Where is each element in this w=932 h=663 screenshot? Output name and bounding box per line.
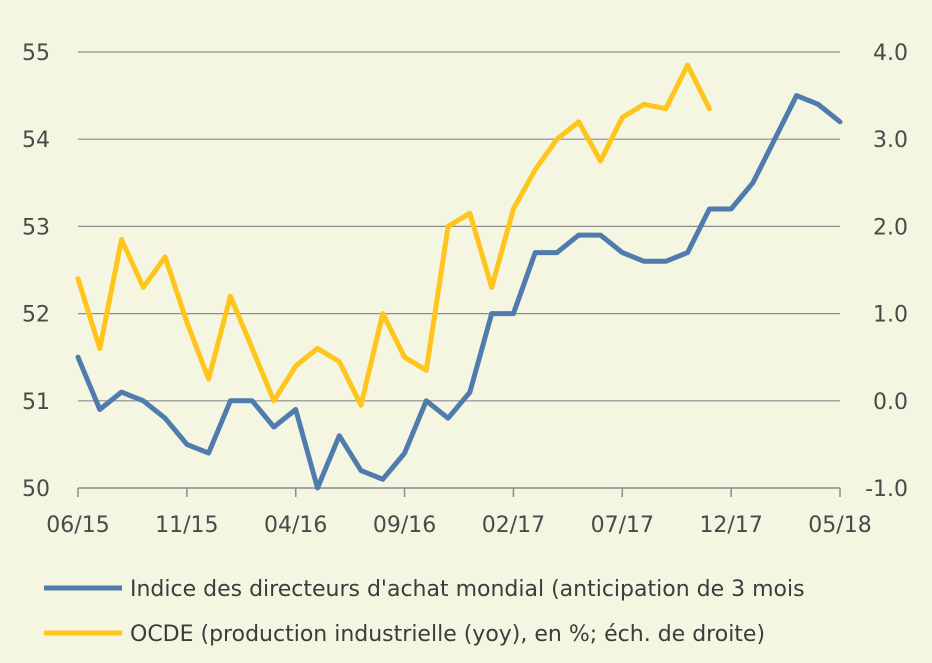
legend-label-pmi: Indice des directeurs d'achat mondial (a…	[130, 577, 805, 602]
grid-lines	[78, 51, 840, 402]
x-tick-label: 06/15	[46, 513, 109, 538]
left-tick-label: 53	[22, 215, 50, 240]
right-tick-label: 3.0	[873, 128, 908, 153]
right-tick-label: 1.0	[873, 303, 908, 328]
left-tick-label: 51	[22, 390, 50, 415]
series-lines	[75, 62, 843, 491]
x-tick-label: 02/17	[482, 513, 545, 538]
x-axis	[77, 487, 841, 497]
left-tick-label: 50	[22, 477, 50, 502]
right-tick-label: 2.0	[873, 215, 908, 240]
series-line-ocde	[75, 62, 712, 408]
left-tick-label: 54	[22, 128, 50, 153]
left-axis-tick-labels: 50 51 52 53 54 55	[22, 41, 50, 502]
x-tick-label: 12/17	[699, 513, 762, 538]
left-tick-label: 52	[22, 303, 50, 328]
left-tick-label: 55	[22, 41, 50, 66]
legend: Indice des directeurs d'achat mondial (a…	[44, 577, 805, 647]
x-tick-label: 05/18	[808, 513, 871, 538]
x-tick-label: 11/15	[155, 513, 218, 538]
x-tick-label: 07/17	[591, 513, 654, 538]
series-line-pmi	[75, 93, 843, 491]
right-axis-tick-labels: -1.0 0.0 1.0 2.0 3.0 4.0	[865, 41, 908, 502]
right-tick-label: 0.0	[873, 390, 908, 415]
x-tick-label: 09/16	[373, 513, 436, 538]
right-tick-label: 4.0	[873, 41, 908, 66]
legend-label-ocde: OCDE (production industrielle (yoy), en …	[130, 622, 765, 647]
x-axis-tick-labels: 06/15 11/15 04/16 09/16 02/17 07/17 12/17 05/18	[46, 513, 871, 538]
right-tick-label: -1.0	[865, 477, 908, 502]
x-tick-label: 04/16	[264, 513, 327, 538]
